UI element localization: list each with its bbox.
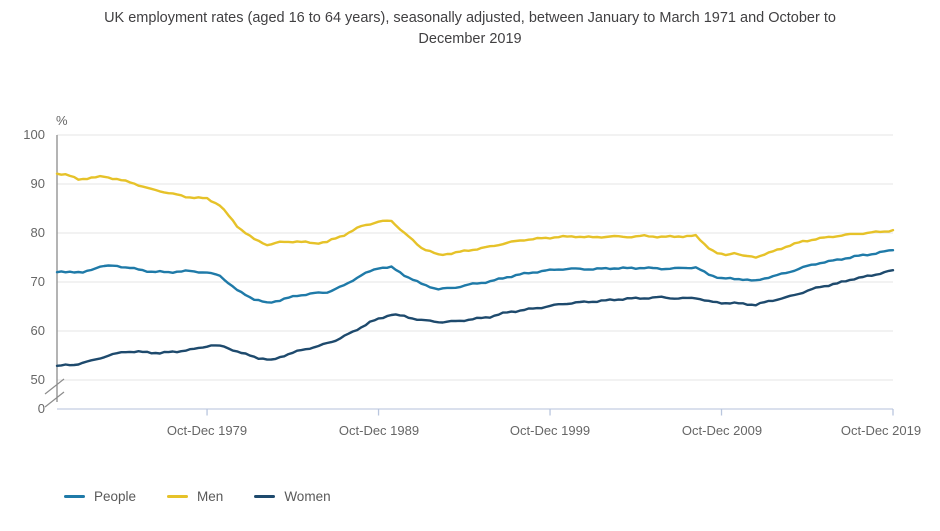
legend-label-men: Men [197,489,224,504]
legend-swatch-women [254,494,276,499]
x-axis-tick-label: Oct-Dec 1999 [509,423,591,438]
legend-item-women: Women [254,489,331,504]
series-line-men [55,172,895,259]
y-axis-unit-label: % [56,113,68,128]
x-axis-tick-label: Oct-Dec 1979 [166,423,248,438]
y-axis-tick-label: 0 [37,401,45,416]
y-axis-tick-label: 70 [30,274,45,289]
y-axis-tick-label: 90 [30,176,45,191]
y-axis-tick-label: 100 [23,127,45,142]
legend-item-people: People [64,489,136,504]
legend-label-women: Women [284,489,331,504]
series-line-women [55,269,895,367]
legend-label-people: People [94,489,137,504]
legend-item-men: Men [167,489,223,504]
x-axis-tick-label: Oct-Dec 2009 [681,423,763,438]
legend-swatch-people [64,494,85,499]
y-axis-tick-label: 60 [30,323,45,338]
series-line-people [55,248,895,304]
y-axis-tick-label: 80 [30,225,45,240]
legend-swatch-men [167,494,189,499]
legend: People Men Women [64,489,331,504]
chart-title: UK employment rates (aged 16 to 64 years… [104,10,836,48]
axis-break-slash [44,378,65,395]
axis-break-slash [44,391,65,408]
y-axis-tick-label: 50 [30,372,45,387]
x-axis-tick-label: Oct-Dec 1989 [338,423,420,438]
x-axis-tick-label: Oct-Dec 2019 [840,423,922,438]
